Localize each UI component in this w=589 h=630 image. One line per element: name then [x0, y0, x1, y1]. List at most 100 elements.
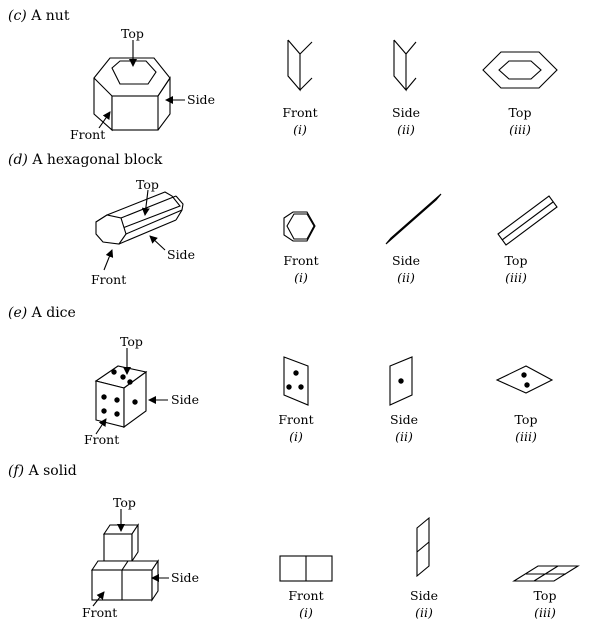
hex-block-front-view-hexagon [283, 211, 316, 242]
view-roman: (ii) [415, 605, 433, 620]
nut-side-view: Side (ii) [392, 39, 420, 137]
section-letter: (c) [8, 8, 27, 24]
nut-top-view: Top (iii) [482, 51, 558, 137]
dice-pip [132, 399, 138, 405]
view-name: Top [509, 105, 532, 120]
side-pointer-arrow [149, 235, 166, 251]
dice-pip [524, 382, 530, 388]
top-pointer-arrow [141, 189, 150, 216]
hex-block-front-view: Front (i) [283, 211, 319, 285]
top-pointer-label: Top [120, 334, 143, 349]
view-name: Top [515, 412, 538, 427]
nut-hole [111, 60, 157, 85]
dice-pip [114, 411, 120, 417]
hex-block-edge [118, 219, 177, 245]
nut-front-view-outline [287, 39, 301, 92]
view-roman: (i) [289, 429, 303, 444]
hex-block-top-view: Top (iii) [497, 195, 558, 285]
solid-upper-cube-side [131, 523, 139, 563]
nut-side-view-edge [405, 41, 417, 55]
dice-pip [111, 369, 117, 375]
front-pointer-arrow [92, 591, 105, 607]
solid-isometric-figure: Top Side Front [82, 495, 199, 620]
front-pointer-label: Front [82, 605, 117, 620]
side-pointer-label: Side [167, 247, 195, 262]
dice-front-view-outline [283, 356, 309, 406]
nut-front-view-edge [299, 77, 313, 91]
nut-front-view-edge [299, 41, 313, 55]
view-roman: (ii) [395, 429, 413, 444]
top-pointer-label: Top [113, 495, 136, 510]
dice-top-view-outline [495, 365, 554, 394]
solid-side-view-divider [416, 541, 430, 553]
dice-pip [120, 374, 126, 380]
section-title: A dice [31, 305, 76, 321]
section-title: A nut [30, 8, 70, 24]
view-name: Side [392, 105, 420, 120]
front-pointer-arrow [95, 418, 107, 435]
nut-isometric-figure: Top Side Front [70, 26, 215, 142]
side-pointer-label: Side [187, 92, 215, 107]
dice-isometric-figure: Top Side Front [84, 334, 199, 447]
dice-pip [114, 397, 120, 403]
view-roman: (iii) [505, 270, 527, 285]
hex-block-end-face [95, 214, 127, 245]
section-heading: (c) A nut [8, 8, 70, 24]
front-pointer-label: Front [84, 432, 119, 447]
dice-pip [101, 394, 107, 400]
view-name: Side [390, 412, 418, 427]
solid-side-view: Side (ii) [410, 516, 438, 620]
top-pointer-label: Top [136, 177, 159, 192]
section-title: A solid [28, 463, 77, 479]
dice-pip [127, 379, 133, 385]
view-name: Side [392, 253, 420, 268]
hex-block-top-view-edge [501, 201, 554, 241]
hex-block-edge [120, 195, 177, 219]
view-roman: (iii) [509, 122, 531, 137]
top-pointer-label: Top [121, 26, 144, 41]
side-pointer-label: Side [171, 392, 199, 407]
solid-top-view: Top (iii) [512, 565, 580, 620]
section-letter: (d) [8, 152, 28, 168]
front-pointer-label: Front [91, 272, 126, 287]
hex-block-side-view: Side (ii) [385, 193, 442, 285]
nut-side-view-outline [393, 39, 407, 92]
view-name: Front [278, 412, 313, 427]
section-title: A hexagonal block [31, 152, 162, 168]
hex-block-isometric-figure: Top Side Front [91, 177, 195, 287]
view-roman: (i) [299, 605, 313, 620]
front-pointer-arrow [98, 111, 111, 129]
section-letter: (e) [8, 305, 27, 321]
hex-block-side-view-edge [388, 196, 439, 242]
view-name: Top [505, 253, 528, 268]
view-roman: (ii) [397, 270, 415, 285]
dice-pip [286, 384, 292, 390]
view-name: Side [410, 588, 438, 603]
hex-block-front-view-inner [286, 213, 315, 240]
solid-top-view-divider [533, 565, 559, 582]
nut-front-view: Front (i) [282, 39, 318, 137]
view-name: Top [534, 588, 557, 603]
view-name: Front [282, 105, 317, 120]
dice-front-face [95, 380, 125, 428]
section-solid: (f) A solid Top Side Front Front (i) [8, 463, 580, 620]
dice-pip [521, 372, 527, 378]
section-nut: (c) A nut Top Side Front Front (i) Sid [8, 8, 558, 142]
hex-block-far-end [175, 195, 184, 221]
view-roman: (ii) [397, 122, 415, 137]
nut-front-face [111, 95, 159, 131]
section-heading: (f) A solid [8, 463, 77, 479]
section-heading: (e) A dice [8, 305, 76, 321]
section-heading: (d) A hexagonal block [8, 152, 163, 168]
view-name: Front [283, 253, 318, 268]
section-letter: (f) [8, 463, 24, 479]
solid-front-view: Front (i) [279, 555, 333, 620]
dice-front-view: Front (i) [278, 356, 314, 444]
front-pointer-arrow [103, 249, 114, 271]
nut-side-view-edge [405, 77, 417, 91]
dice-side-view: Side (ii) [389, 356, 418, 444]
view-name: Front [288, 588, 323, 603]
dice-pip [398, 378, 404, 384]
hex-block-edge [125, 209, 183, 235]
